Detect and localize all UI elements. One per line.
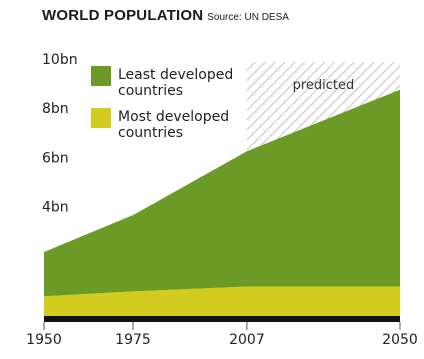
area-most-developed <box>44 286 400 316</box>
x-tick-label: 2007 <box>229 332 265 348</box>
title-text: WORLD POPULATION <box>42 7 204 24</box>
chart-title: WORLD POPULATION Source: UN DESA <box>42 7 289 24</box>
predicted-label: predicted <box>293 78 355 93</box>
x-tick-label: 2050 <box>382 332 418 348</box>
y-tick-label: 4bn <box>42 200 69 216</box>
chart-source: Source: UN DESA <box>207 12 289 23</box>
y-tick-label: 6bn <box>42 150 69 166</box>
legend-least-developed-swatch <box>91 66 111 86</box>
x-axis-baseline <box>44 316 400 322</box>
x-tick-label: 1975 <box>115 332 151 348</box>
legend-most-developed-swatch <box>91 108 111 128</box>
legend-least-developed-label: Least developed countries <box>118 67 233 99</box>
y-tick-label: 10bn <box>42 52 78 68</box>
y-tick-label: 8bn <box>42 101 69 117</box>
x-tick-label: 1950 <box>26 332 62 348</box>
area-least-developed <box>44 89 400 297</box>
legend-most-developed-label: Most developed countries <box>118 109 229 141</box>
